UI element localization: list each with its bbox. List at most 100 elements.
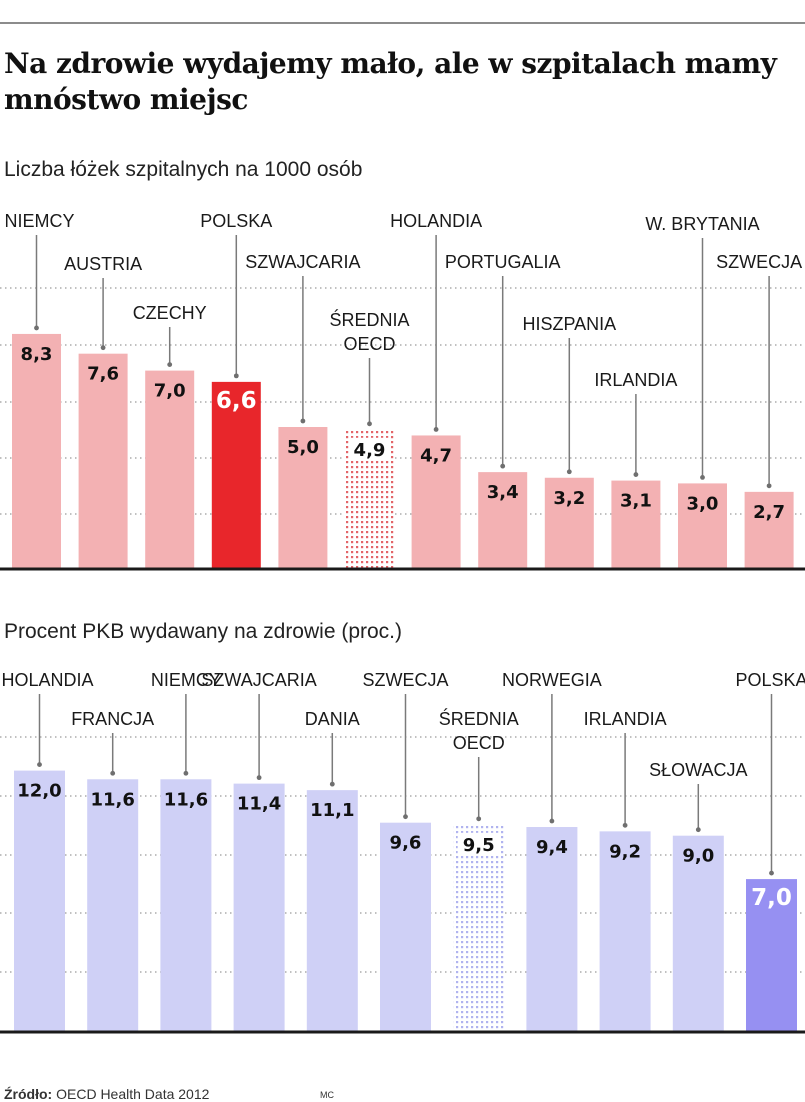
bar-niemcy [160,779,212,1031]
hospital-beds-chart: NIEMCY 8,3 AUSTRIA 7,6 CZECHY 7,0 POLSKA 6,6 SZW… [0,211,805,571]
bar-francja [87,779,139,1031]
bar-polska [746,879,797,1031]
beds-chart-title: Liczba łóżek szpitalnych na 1000 osób [4,158,363,181]
value-label-niemcy: 11,6 [164,789,208,810]
category-label-francja: FRANCJA [71,709,154,729]
leader-dot [329,781,335,787]
bar-szwecja [380,822,431,1031]
leader-dot [34,325,39,331]
category-label-polska: POLSKA [735,670,805,690]
value-label-polska: 7,0 [751,885,792,911]
bar-austria [78,353,128,568]
bar-w-brytania [678,483,727,568]
value-label-backdrop [457,832,500,856]
category-label-srednia-oecd: ŚREDNIA OECD [439,708,519,753]
category-label-norwegia: NORWEGIA [502,670,602,690]
value-label-holandia: 12,0 [17,781,61,802]
category-label-niemcy: NIEMCY [151,670,221,690]
leader-dot [622,822,628,828]
bar-dania [306,790,358,1031]
category-label-szwajcaria: SZWAJCARIA [245,252,360,272]
value-label-portugalia: 3,4 [487,482,519,503]
category-label-czechy: CZECHY [133,303,207,323]
category-label-portugalia: PORTUGALIA [445,252,561,272]
value-label-dania: 11,1 [310,800,354,821]
top-rule [0,22,805,24]
value-label-norwegia: 9,4 [536,837,568,858]
value-label-irlandia: 3,1 [620,491,652,512]
leader-dot [433,427,439,432]
category-label-w-brytania: W. BRYTANIA [645,214,759,234]
category-label-szwajcaria: SZWAJCARIA [201,670,316,690]
bar-norwegia [526,827,578,1031]
leader-dot [403,814,408,820]
category-label-szwecja: SZWECJA [716,252,802,272]
leader-dot [110,770,116,776]
value-label-w-brytania: 3,0 [687,493,719,514]
bar-irlandia [611,480,661,568]
author-credit: MC [320,1090,334,1100]
bar-polska [211,381,261,568]
leader-dot [183,770,189,776]
category-label-irlandia: IRLANDIA [594,370,677,390]
leader-dot [633,472,639,477]
value-label-szwajcaria: 11,4 [237,794,281,815]
value-label-holandia: 4,7 [420,445,452,466]
leader-dot [37,762,42,767]
category-label-srednia-oecd: ŚREDNIA OECD [329,309,409,354]
leader-dot [476,816,482,822]
value-label-srednia-oecd: 9,5 [463,835,495,856]
leader-dot [300,418,306,424]
bar-portugalia [478,472,528,568]
category-label-szwecja: SZWECJA [362,670,448,690]
leader-dot [549,818,555,824]
source-note: Źródło: OECD Health Data 2012 [4,1086,209,1102]
category-label-dania: DANIA [305,709,360,729]
category-label-slowacja: SŁOWACJA [649,760,747,780]
leader-dot [167,362,173,367]
value-label-srednia-oecd: 4,9 [354,440,386,461]
source-label: Źródło: [4,1086,53,1102]
bar-niemcy [12,333,61,568]
bar-irlandia [599,831,651,1031]
leader-dot [233,373,239,379]
bar-czechy [145,370,195,568]
gdp-chart-title: Procent PKB wydawany na zdrowie (proc.) [4,620,403,643]
value-label-szwajcaria: 5,0 [287,437,319,458]
value-label-francja: 11,6 [90,789,134,810]
category-label-polska: POLSKA [200,211,272,231]
value-label-czechy: 7,0 [154,381,186,402]
value-label-niemcy: 8,3 [21,344,53,365]
headline: Na zdrowie wydajemy mało, ale w szpitala… [4,47,777,116]
category-label-irlandia: IRLANDIA [584,709,667,729]
category-label-holandia: HOLANDIA [1,670,93,690]
leader-dot [766,483,772,489]
category-label-niemcy: NIEMCY [4,211,74,231]
source-text: OECD Health Data 2012 [56,1086,210,1102]
bar-hiszpania [544,477,594,568]
value-label-austria: 7,6 [87,364,119,385]
category-label-austria: AUSTRIA [64,254,142,274]
bar-holandia [411,435,461,568]
leader-dot [500,463,506,469]
value-label-szwecja: 2,7 [753,502,785,523]
category-label-holandia: HOLANDIA [390,211,482,231]
value-label-hiszpania: 3,2 [553,488,585,509]
bar-szwajcaria [233,783,285,1031]
value-label-slowacja: 9,0 [682,846,714,867]
bar-szwajcaria [278,427,328,568]
category-label-hiszpania: HISZPANIA [522,314,616,334]
bar-srednia-oecd [453,824,505,1031]
value-label-szwecja: 9,6 [390,833,422,854]
leader-dot [695,827,701,833]
health-spending-chart: HOLANDIA 12,0 FRANCJA 11,6 NIEMCY 11,6 SZWAJCA… [0,670,805,1034]
leader-dot [100,345,106,351]
leader-dot [769,870,774,876]
leader-dot [700,475,705,480]
leader-dot [566,469,572,475]
bar-holandia [14,770,65,1031]
value-label-polska: 6,6 [216,388,257,414]
bar-szwecja [744,491,794,568]
value-label-backdrop [348,437,391,461]
leader-dot [367,421,372,427]
